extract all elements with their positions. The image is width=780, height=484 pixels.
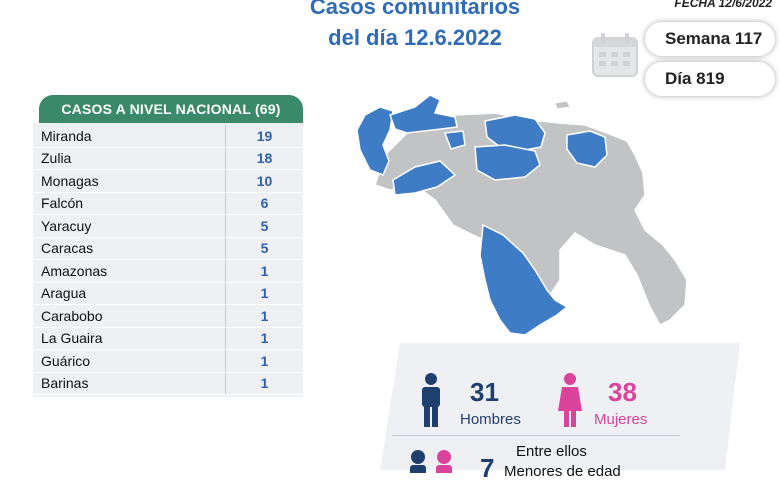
case-count: 6	[260, 195, 269, 212]
case-count: 1	[260, 307, 269, 324]
day-pill: Día 819	[645, 62, 775, 96]
table-row: Carabobo 1	[33, 305, 303, 328]
title-line-2: del día 12.6.2022	[328, 25, 502, 50]
column-separator	[225, 350, 226, 372]
map-zulia	[356, 106, 394, 176]
table-row: Barinas 1	[33, 372, 303, 395]
state-name: Aragua	[41, 285, 87, 302]
map-falcon	[389, 94, 458, 134]
column-separator	[225, 125, 226, 147]
mujeres-label: Mujeres	[594, 411, 648, 428]
map-yaracuy	[443, 130, 466, 150]
map-barinas	[392, 160, 457, 196]
state-name: La Guaira	[41, 330, 103, 347]
table-row: Yaracuy 5	[33, 215, 303, 238]
state-name: Falcón	[41, 195, 84, 212]
column-separator	[225, 305, 226, 327]
map-amazonas	[479, 223, 569, 336]
case-count: 1	[260, 352, 269, 369]
column-separator	[225, 192, 226, 214]
map-central	[484, 114, 546, 152]
state-name: Miranda	[41, 127, 92, 144]
table-row: Caracas 5	[33, 237, 303, 260]
column-separator	[225, 170, 226, 192]
state-name: Guárico	[41, 352, 91, 369]
case-count: 1	[260, 330, 269, 347]
venezuela-map	[356, 94, 688, 336]
table-row: Falcón 6	[33, 192, 303, 215]
table-body: Miranda 19 Zulia 18 Monagas 10 Falcón 6 Yaracuy 5…	[33, 123, 303, 397]
map-island	[554, 100, 571, 110]
table-row: La Guaira 1	[33, 327, 303, 350]
calendar-icon	[592, 33, 638, 77]
woman-icon	[558, 373, 582, 427]
case-count: 5	[260, 217, 269, 234]
case-count: 18	[256, 150, 273, 167]
map-base	[374, 112, 688, 326]
table-heading: CASOS A NIVEL NACIONAL (69)	[39, 95, 303, 123]
table-row: Monagas 10	[33, 170, 303, 193]
map-monagas	[566, 130, 608, 168]
column-separator	[225, 372, 226, 394]
state-name: Amazonas	[41, 262, 108, 279]
table-row: Guárico 1	[33, 350, 303, 373]
demographics-panel: 31 Hombres 38 Mujeres 7 Entre ellos Meno…	[380, 343, 740, 483]
case-count: 19	[256, 127, 273, 144]
case-count: 1	[260, 375, 269, 392]
date-label: FECHA 12/6/2022	[674, 0, 772, 10]
case-count: 1	[260, 285, 269, 302]
map-guarico	[474, 144, 541, 181]
table-row: Aragua 1	[33, 282, 303, 305]
case-count: 10	[256, 172, 273, 189]
hombres-label: Hombres	[460, 411, 521, 428]
column-separator	[225, 147, 226, 169]
national-cases-table: CASOS A NIVEL NACIONAL (69) Miranda 19 Zul…	[33, 95, 303, 397]
column-separator	[225, 282, 226, 304]
entre-ellos-label: Entre ellos	[516, 443, 587, 460]
column-separator	[225, 260, 226, 282]
table-row: Miranda 19	[33, 125, 303, 148]
hombres-count: 31	[470, 377, 499, 407]
case-count: 1	[260, 262, 269, 279]
case-count: 5	[260, 240, 269, 257]
man-icon	[422, 373, 440, 427]
state-name: Monagas	[41, 172, 99, 189]
menores-label: Menores de edad	[504, 463, 621, 480]
state-name: Barinas	[41, 375, 89, 392]
table-row: Amazonas 1	[33, 260, 303, 283]
column-separator	[225, 327, 226, 349]
mujeres-count: 38	[608, 377, 637, 407]
column-separator	[225, 237, 226, 259]
menores-count: 7	[480, 453, 495, 483]
week-pill: Semana 117	[645, 22, 775, 56]
state-name: Yaracuy	[41, 217, 92, 234]
state-name: Zulia	[41, 150, 72, 167]
state-name: Carabobo	[41, 307, 103, 324]
panel-divider	[392, 435, 680, 436]
column-separator	[225, 215, 226, 237]
title-line-1: Casos comunitarios	[309, 0, 521, 19]
children-icon	[410, 450, 452, 473]
state-name: Caracas	[41, 240, 94, 257]
table-row: Zulia 18	[33, 147, 303, 170]
